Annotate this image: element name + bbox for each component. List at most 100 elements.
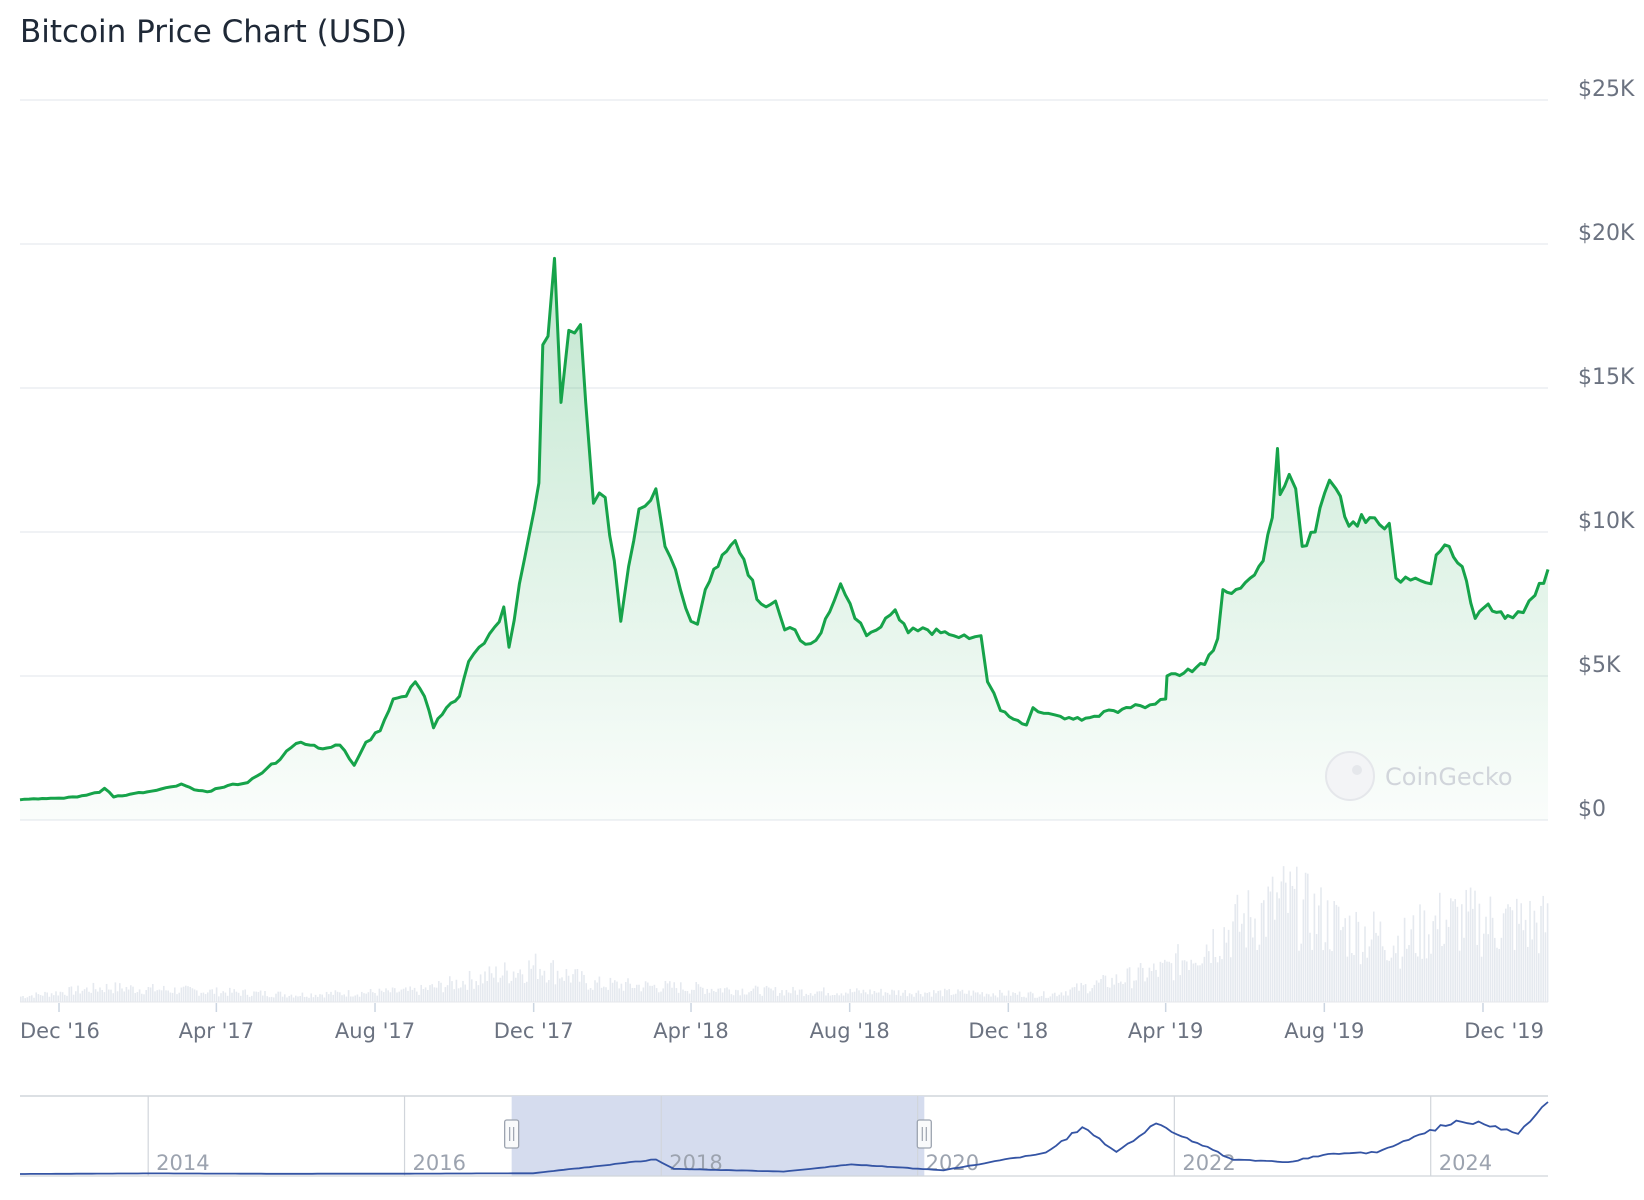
volume-bar: [1522, 930, 1525, 1002]
volume-bar: [655, 988, 658, 1002]
volume-bar: [237, 992, 240, 1002]
volume-bar: [664, 980, 667, 1002]
volume-bar: [1485, 916, 1487, 1002]
volume-bar: [1098, 982, 1100, 1002]
volume-bar: [477, 985, 480, 1002]
volume-bar: [1049, 996, 1052, 1002]
volume-bar: [1115, 974, 1118, 1002]
volume-bar: [1142, 967, 1144, 1002]
volume-bar: [523, 983, 526, 1002]
volume-bar: [253, 991, 255, 1002]
volume-bar: [99, 987, 101, 1002]
volume-bar: [1021, 997, 1023, 1002]
volume-bar: [1076, 983, 1078, 1002]
volume-bar: [1423, 910, 1426, 1002]
volume-bar: [548, 980, 550, 1002]
volume-bar: [1324, 942, 1327, 1002]
volume-bar: [466, 989, 469, 1002]
volume-bar: [754, 985, 757, 1002]
volume-bar: [1238, 931, 1241, 1002]
volume-bar: [1245, 947, 1247, 1002]
volume-bar: [215, 987, 218, 1002]
volume-bar: [1465, 889, 1467, 1002]
volume-bar: [959, 991, 961, 1002]
volume-bar: [352, 996, 354, 1002]
volume-bar: [358, 996, 361, 1002]
volume-bar: [1005, 995, 1008, 1002]
volume-bar: [66, 995, 68, 1002]
volume-bar: [213, 993, 216, 1002]
range-navigator[interactable]: 2014 2016 2018 2020 2022 2024: [20, 1095, 1549, 1177]
volume-bar: [460, 987, 462, 1002]
volume-bar: [323, 997, 326, 1002]
volume-bar: [600, 987, 603, 1002]
volume-bar: [1175, 953, 1177, 1002]
volume-bar: [1452, 901, 1454, 1002]
volume-bar: [97, 991, 99, 1002]
volume-bar: [1197, 965, 1199, 1002]
volume-bar: [589, 988, 592, 1002]
volume-bar: [1476, 944, 1478, 1002]
volume-bar: [1386, 960, 1388, 1002]
volume-bar: [1106, 987, 1109, 1002]
volume-bar: [1500, 937, 1503, 1002]
volume-bar: [1194, 962, 1197, 1002]
volume-bar: [1126, 968, 1129, 1002]
volume-bar: [334, 990, 337, 1002]
volume-bar: [125, 986, 128, 1002]
volume-bar: [1509, 906, 1511, 1002]
volume-bar: [856, 988, 858, 1002]
volume-bar: [941, 996, 944, 1002]
volume-bar: [627, 978, 629, 1002]
volume-bar: [48, 996, 51, 1002]
volume-bar: [779, 993, 781, 1002]
volume-bar: [1366, 957, 1368, 1002]
volume-bar: [979, 994, 981, 1002]
volume-bar: [545, 982, 548, 1002]
volume-bar: [1538, 953, 1540, 1002]
volume-bar: [1282, 866, 1285, 1002]
volume-bar: [530, 968, 532, 1002]
volume-bar: [1287, 912, 1289, 1002]
volume-bar: [1230, 957, 1232, 1002]
volume-bar: [915, 992, 917, 1002]
volume-bar: [1111, 977, 1113, 1002]
volume-bar: [526, 981, 528, 1002]
volume-bar: [790, 993, 792, 1002]
x-tick-label: Dec '18: [968, 1019, 1048, 1043]
volume-bar: [682, 989, 684, 1002]
volume-bar: [1027, 992, 1030, 1002]
volume-bar: [1364, 926, 1366, 1002]
volume-bar: [235, 991, 238, 1002]
volume-bar: [356, 994, 359, 1002]
navigator-right-handle[interactable]: [916, 1119, 932, 1149]
volume-bar: [42, 995, 44, 1002]
volume-bar: [999, 989, 1001, 1002]
volume-bar: [1494, 937, 1496, 1002]
handle-grip[interactable]: [916, 1119, 932, 1149]
volume-bar: [31, 995, 33, 1002]
volume-bar: [147, 986, 150, 1002]
volume-bar: [675, 988, 678, 1002]
volume-bar: [1412, 915, 1415, 1002]
handle-grip[interactable]: [504, 1119, 520, 1149]
volume-bar: [383, 992, 385, 1002]
volume-bar: [345, 996, 348, 1002]
volume-bar: [1073, 987, 1076, 1002]
navigator-left-handle[interactable]: [504, 1119, 520, 1149]
volume-bar: [350, 996, 352, 1002]
volume-bar: [651, 985, 653, 1002]
navigator-selection[interactable]: [511, 1096, 925, 1176]
volume-bar: [904, 990, 906, 1002]
price-series[interactable]: [19, 256, 1550, 820]
volume-bar: [1408, 945, 1410, 1002]
volume-bar: [695, 982, 697, 1002]
volume-bar: [1496, 947, 1498, 1002]
volume-bar: [686, 991, 689, 1002]
volume-bar: [26, 997, 29, 1002]
volume-bar: [1018, 991, 1021, 1002]
volume-bar: [226, 995, 229, 1002]
chart-title: Bitcoin Price Chart (USD): [20, 14, 408, 50]
price-line[interactable]: [19, 256, 1550, 802]
